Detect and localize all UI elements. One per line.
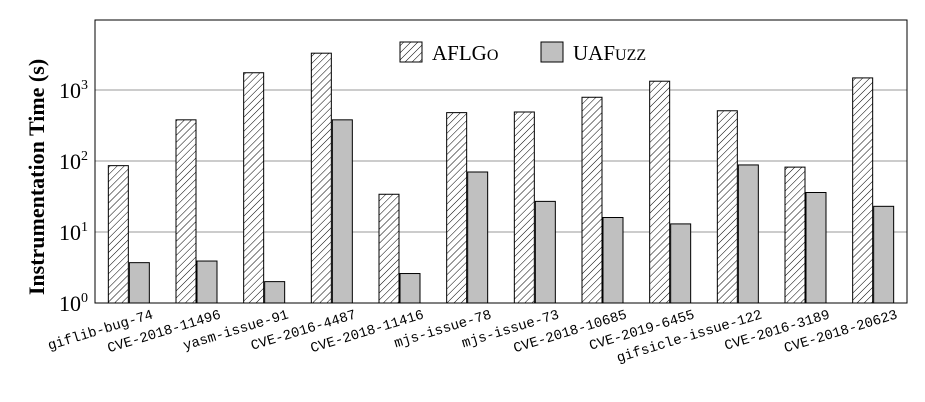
legend: AFLGO UAFUZZ — [399, 41, 646, 65]
bar-aflgo-giflib-bug-74 — [107, 165, 129, 304]
y-tick-label: 103 — [59, 78, 88, 103]
bar-uafuzz-CVE-2018-20623 — [873, 205, 895, 304]
bar-aflgo-mjs-issue-78 — [446, 112, 468, 304]
bar-uafuzz-gifsicle-issue-122 — [737, 164, 759, 304]
bar-uafuzz-yasm-issue-91 — [264, 281, 286, 304]
bar-aflgo-CVE-2018-11496 — [175, 119, 197, 304]
bar-aflgo-yasm-issue-91 — [243, 72, 265, 304]
bar-uafuzz-mjs-issue-78 — [467, 171, 489, 304]
bars — [107, 52, 895, 304]
y-tick-label: 102 — [59, 149, 88, 174]
bar-uafuzz-CVE-2018-11416 — [399, 273, 421, 304]
y-tick-labels: 100 101 102 103 — [59, 78, 88, 316]
legend-label-aflgo: AFLGO — [432, 41, 498, 65]
bar-aflgo-CVE-2016-4487 — [310, 52, 332, 304]
bar-uafuzz-CVE-2016-4487 — [331, 119, 353, 304]
bar-aflgo-CVE-2019-6455 — [649, 80, 671, 304]
legend-swatch-aflgo — [399, 41, 423, 63]
bar-aflgo-CVE-2018-11416 — [378, 193, 400, 304]
gridlines — [95, 89, 907, 233]
bar-uafuzz-CVE-2019-6455 — [670, 223, 692, 304]
y-tick-label: 100 — [59, 291, 88, 316]
x-tick-labels: giflib-bug-74CVE-2018-11496yasm-issue-91… — [46, 307, 899, 367]
bar-uafuzz-CVE-2018-10685 — [602, 217, 624, 304]
legend-swatch-uafuzz — [540, 41, 564, 63]
legend-label-uafuzz: UAFUZZ — [573, 41, 646, 65]
bar-aflgo-mjs-issue-73 — [513, 111, 535, 304]
bar-uafuzz-CVE-2018-11496 — [196, 260, 218, 304]
bar-aflgo-CVE-2018-20623 — [852, 77, 874, 304]
y-axis-label: Instrumentation Time (s) — [24, 59, 49, 295]
y-tick-label: 101 — [59, 220, 88, 245]
bar-aflgo-CVE-2016-3189 — [784, 166, 806, 304]
plot-frame — [94, 19, 908, 304]
bar-uafuzz-mjs-issue-73 — [534, 200, 556, 304]
bar-uafuzz-CVE-2016-3189 — [805, 192, 827, 304]
bar-uafuzz-giflib-bug-74 — [128, 262, 150, 304]
bar-aflgo-gifsicle-issue-122 — [716, 110, 738, 304]
bar-aflgo-CVE-2018-10685 — [581, 96, 603, 304]
